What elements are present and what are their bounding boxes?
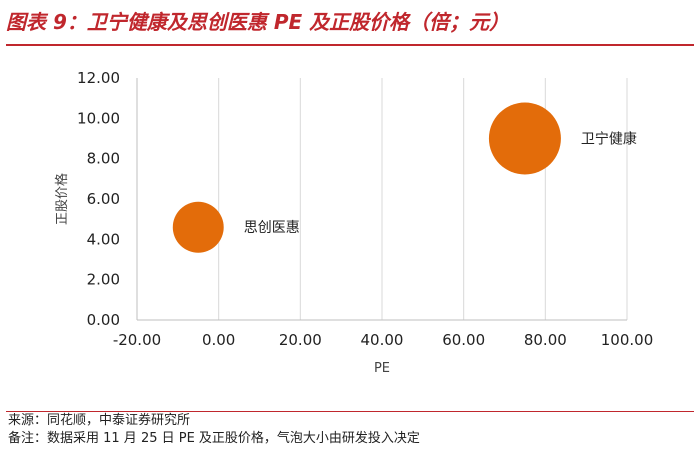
x-tick-label: 40.00 [361, 331, 404, 349]
x-tick-label: 20.00 [279, 331, 322, 349]
footer-divider [6, 411, 694, 412]
axis-layer: -20.00 0.00 20.00 40.00 60.00 80.00 100.00 0.00… [77, 69, 653, 349]
y-tick-label: 10.00 [77, 109, 120, 127]
x-tick-label: 0.00 [202, 331, 235, 349]
x-axis-label: PE [374, 361, 390, 376]
chart-title: 图表 9：卫宁健康及思创医惠 PE 及正股价格（倍；元） [6, 10, 510, 34]
bubble-point [172, 201, 224, 253]
y-tick-label: 12.00 [77, 69, 120, 87]
y-tick-label: 0.00 [87, 311, 120, 329]
x-tick-label: 100.00 [601, 331, 654, 349]
source-note: 来源：同花顺，中泰证券研究所 [8, 413, 191, 428]
y-tick-label: 2.00 [87, 271, 120, 289]
bubble-label: 思创医惠 [244, 220, 300, 236]
y-tick-label: 8.00 [87, 150, 120, 168]
bubble-point [488, 102, 561, 175]
remark-note: 备注：数据采用 11 月 25 日 PE 及正股价格，气泡大小由研发投入决定 [8, 431, 420, 446]
grid-layer [218, 78, 628, 320]
title-divider [6, 44, 694, 46]
x-tick-label: -20.00 [113, 331, 161, 349]
y-tick-label: 6.00 [87, 190, 120, 208]
x-tick-label: 60.00 [442, 331, 485, 349]
bubble-layer: 思创医惠 卫宁健康 [172, 102, 637, 253]
y-tick-label: 4.00 [87, 230, 120, 248]
y-axis-label: 正股价格 [54, 173, 70, 225]
bubble-label: 卫宁健康 [581, 131, 637, 148]
x-tick-label: 80.00 [524, 331, 567, 349]
